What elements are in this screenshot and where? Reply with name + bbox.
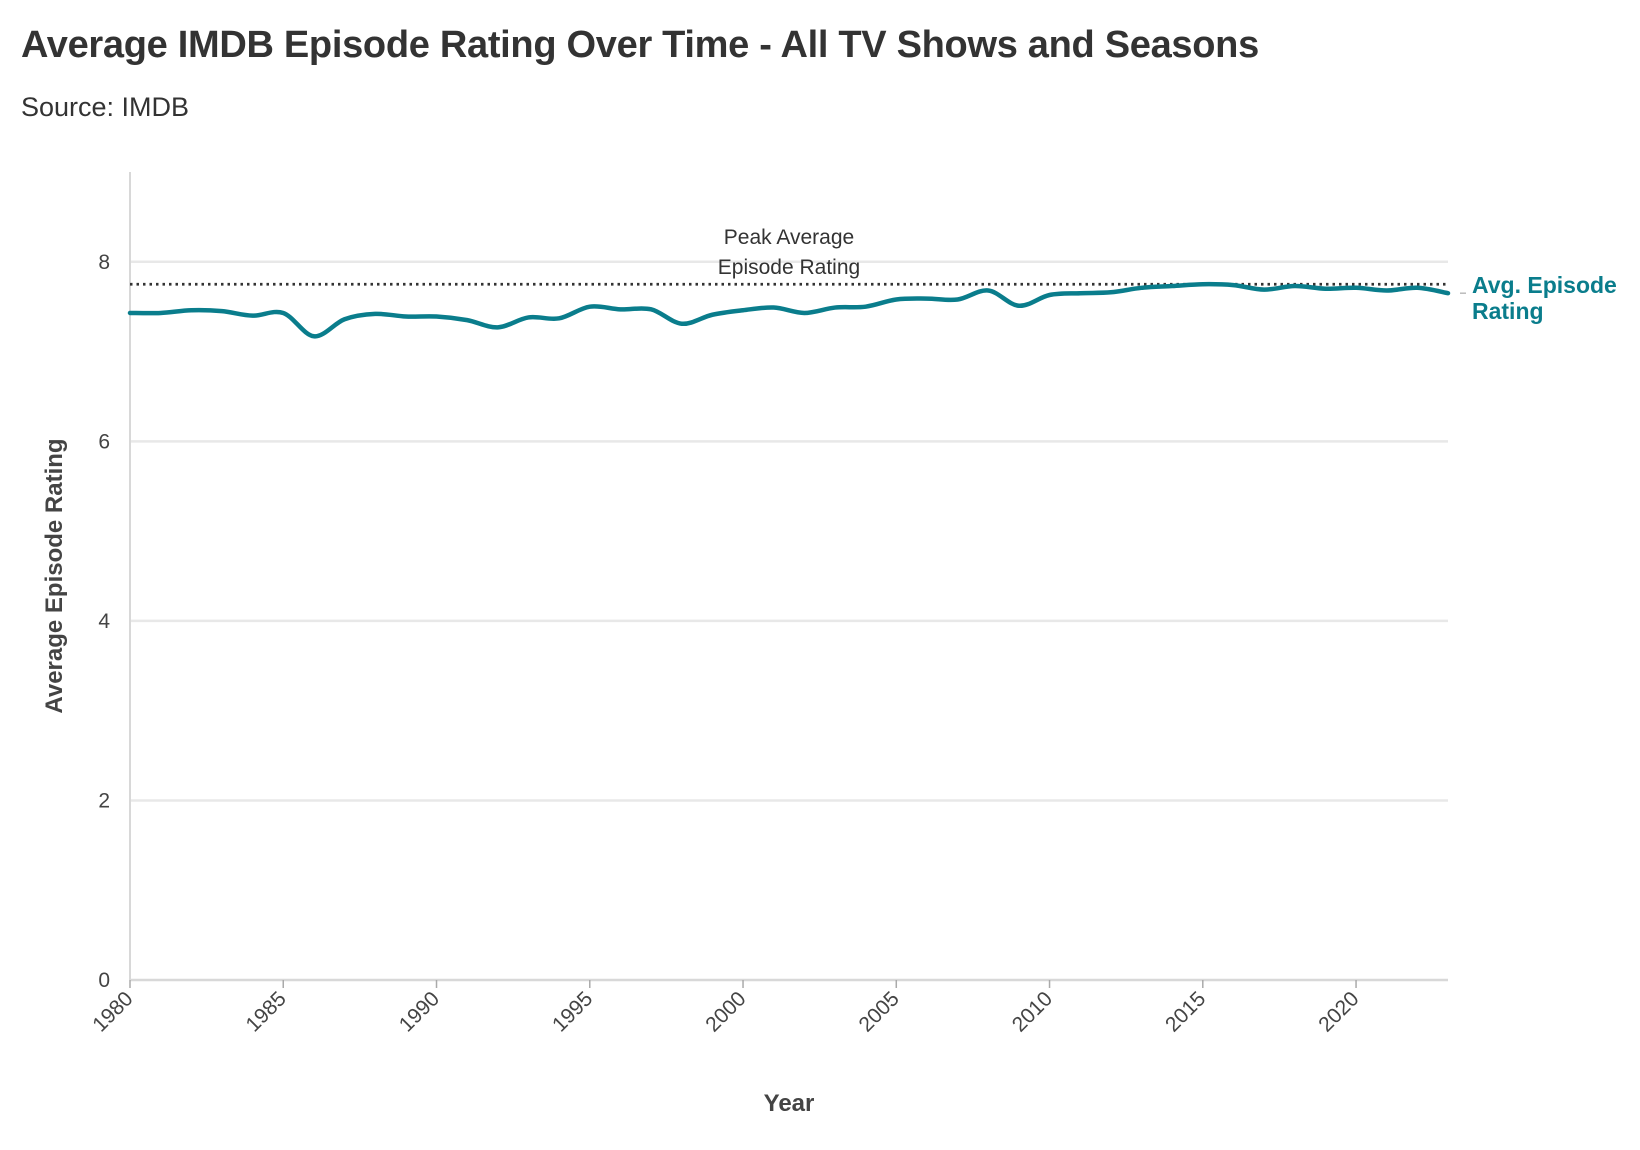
series-end-label: Avg. Episode Rating [1472,272,1617,324]
x-axis-title: Year [764,1090,815,1117]
y-tick-label: 8 [98,251,110,274]
x-tick-label: 2015 [1161,987,1210,1036]
y-tick-label: 0 [98,969,110,992]
peak-reference-annotation: Peak Average Episode Rating [718,226,860,279]
y-axis-title: Average Episode Rating [41,438,68,713]
y-axis-ticks: 0 2 4 6 8 [98,251,110,992]
x-tick-label: 1995 [548,987,597,1036]
x-tick-label: 1980 [88,987,137,1036]
x-tick-label: 1990 [395,987,444,1036]
annotation-line: Peak Average [724,226,854,249]
series-label-line: Rating [1472,298,1544,324]
y-tick-label: 2 [98,789,110,812]
x-tick-label: 1985 [241,987,290,1036]
gridlines [130,260,1448,802]
chart-subtitle: Source: IMDB [21,92,190,122]
x-tick-label: 2020 [1314,987,1363,1036]
chart-title: Average IMDB Episode Rating Over Time - … [21,24,1259,66]
x-axis-ticks: 1980 1985 1990 1995 2000 2005 2010 2015 2020 [88,980,1364,1037]
y-tick-label: 4 [98,610,110,633]
y-tick-label: 6 [98,430,110,453]
x-tick-label: 2005 [855,987,904,1036]
x-tick-label: 2010 [1008,987,1057,1036]
series-label-line: Avg. Episode [1472,272,1617,298]
annotation-line: Episode Rating [718,256,860,279]
x-tick-label: 2000 [701,987,750,1036]
series-line-avg-episode-rating [127,281,1451,339]
